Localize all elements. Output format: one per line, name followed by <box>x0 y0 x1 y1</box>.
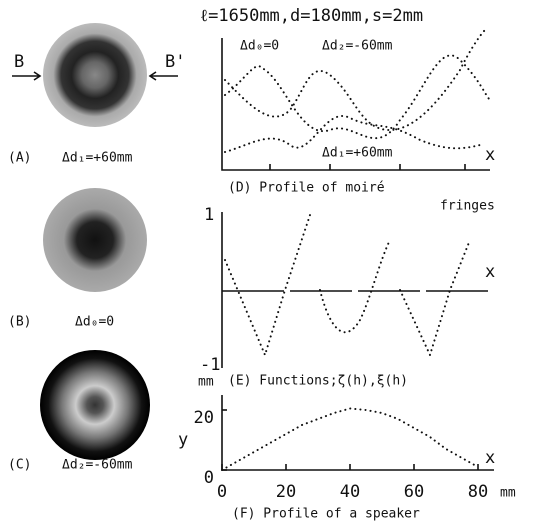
panel-label: (A) <box>8 151 31 166</box>
caption: (D) Profile of moiré <box>228 181 385 196</box>
x-tick-label: 80 <box>468 482 488 502</box>
caption: fringes <box>440 199 495 214</box>
curve-label: Δd₀=0 <box>240 39 279 54</box>
axes <box>222 395 494 470</box>
marker: B' <box>165 52 185 72</box>
function-curve <box>320 240 390 332</box>
caption: Δd₁=+60mm <box>62 151 133 166</box>
function-curve <box>225 215 310 355</box>
function-curve <box>400 240 470 355</box>
marker: B <box>14 52 24 72</box>
x-tick-label: 40 <box>340 482 360 502</box>
x-tick-label: 60 <box>404 482 424 502</box>
fringe-image-a <box>43 23 147 127</box>
tick-label: 1 <box>204 205 214 225</box>
curve-label: Δd₂=-60mm <box>322 39 393 54</box>
caption: (F) Profile of a speaker <box>232 507 420 522</box>
x-label: x <box>485 262 495 282</box>
curve-label: Δd₁=+60mm <box>322 146 393 161</box>
caption: (E) Functions;ζ(h),ξ(h) <box>228 374 408 389</box>
caption: Δd₂=-60mm <box>62 458 133 473</box>
fringe-curve <box>225 55 490 138</box>
x-unit: mm <box>500 486 516 501</box>
figure: B B' (A) Δd₁=+60mm (B) Δd₀=0 (C) Δd₂=-60… <box>0 0 536 524</box>
y-label: y <box>178 430 188 450</box>
arrow <box>150 72 178 80</box>
x-label: x <box>485 448 495 468</box>
caption: Δd₀=0 <box>75 315 114 330</box>
header: ℓ=1650mm,d=180mm,s=2mm <box>200 6 423 26</box>
panel-label: (C) <box>8 458 31 473</box>
tick-label: -1 <box>200 355 220 375</box>
fringe-image-c <box>40 350 150 460</box>
unit: mm <box>198 375 214 390</box>
x-tick-label: 20 <box>276 482 296 502</box>
y-tick-label: 20 <box>194 408 214 428</box>
y-tick-label: 0 <box>204 468 214 488</box>
profile-line <box>222 409 478 471</box>
fringe-image-b <box>43 188 147 292</box>
x-tick-label: 0 <box>217 482 227 502</box>
x-label: x <box>485 145 495 165</box>
arrow <box>12 72 40 80</box>
panel-label: (B) <box>8 315 31 330</box>
